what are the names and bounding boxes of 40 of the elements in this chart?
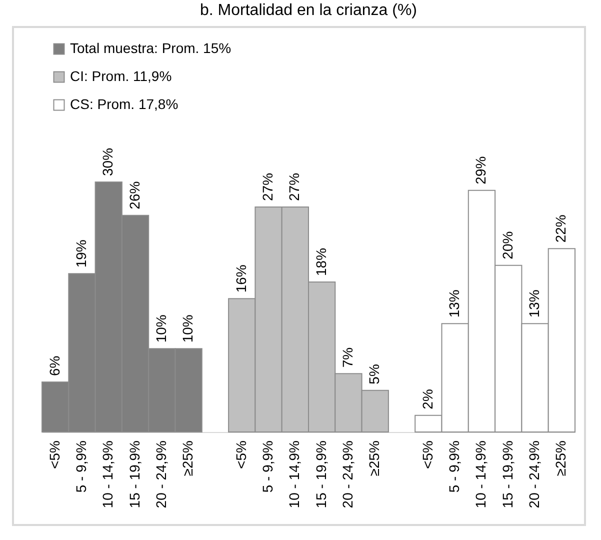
x-tick-label: 5 - 9,9% [260, 440, 276, 493]
data-label: 27% [286, 172, 302, 201]
x-tick-label: ≥25% [180, 440, 196, 476]
data-label: 19% [72, 240, 89, 268]
x-tick-label: <5% [232, 440, 249, 469]
x-tick-label: 20 - 24,9% [339, 440, 356, 508]
data-label: 18% [312, 248, 329, 276]
x-tick-label: <5% [419, 440, 436, 469]
data-label: 22% [552, 214, 569, 243]
data-label: 5% [366, 364, 382, 384]
data-label: 27% [260, 172, 276, 201]
x-tick-label: 5 - 9,9% [72, 440, 89, 493]
legend-label: Total muestra: Prom. 15% [70, 40, 232, 56]
x-tick-label: 5 - 9,9% [446, 440, 462, 493]
x-tick-label: 20 - 24,9% [152, 440, 169, 508]
data-label: 30% [100, 148, 116, 176]
data-label: 29% [472, 156, 489, 184]
x-tick-label: ≥25% [366, 440, 382, 476]
data-label: 10% [152, 314, 169, 343]
x-tick-label: 15 - 19,9% [499, 440, 516, 508]
legend-label: CI: Prom. 11,9% [70, 68, 172, 84]
data-label: 6% [46, 356, 62, 376]
data-label: 26% [126, 181, 142, 210]
data-label: 20% [499, 231, 516, 260]
data-label: 13% [526, 290, 542, 318]
x-tick-label: <5% [46, 440, 62, 469]
data-label: 2% [419, 389, 436, 410]
data-label: 10% [180, 314, 196, 343]
x-tick-label: 10 - 14,9% [286, 440, 302, 508]
data-label: 13% [446, 290, 462, 318]
legend-label: CS: Prom. 17,8% [70, 96, 178, 112]
x-tick-label: 20 - 24,9% [526, 440, 542, 508]
x-tick-label: 10 - 14,9% [100, 440, 116, 508]
data-label: 7% [339, 347, 356, 368]
x-tick-label: ≥25% [552, 440, 569, 476]
x-tick-label: 10 - 14,9% [472, 440, 489, 508]
chart-title: b. Mortalidad en la crianza (%) [200, 2, 417, 19]
x-tick-label: 15 - 19,9% [312, 440, 329, 508]
data-label: 16% [232, 264, 249, 293]
x-tick-label: 15 - 19,9% [126, 440, 142, 508]
